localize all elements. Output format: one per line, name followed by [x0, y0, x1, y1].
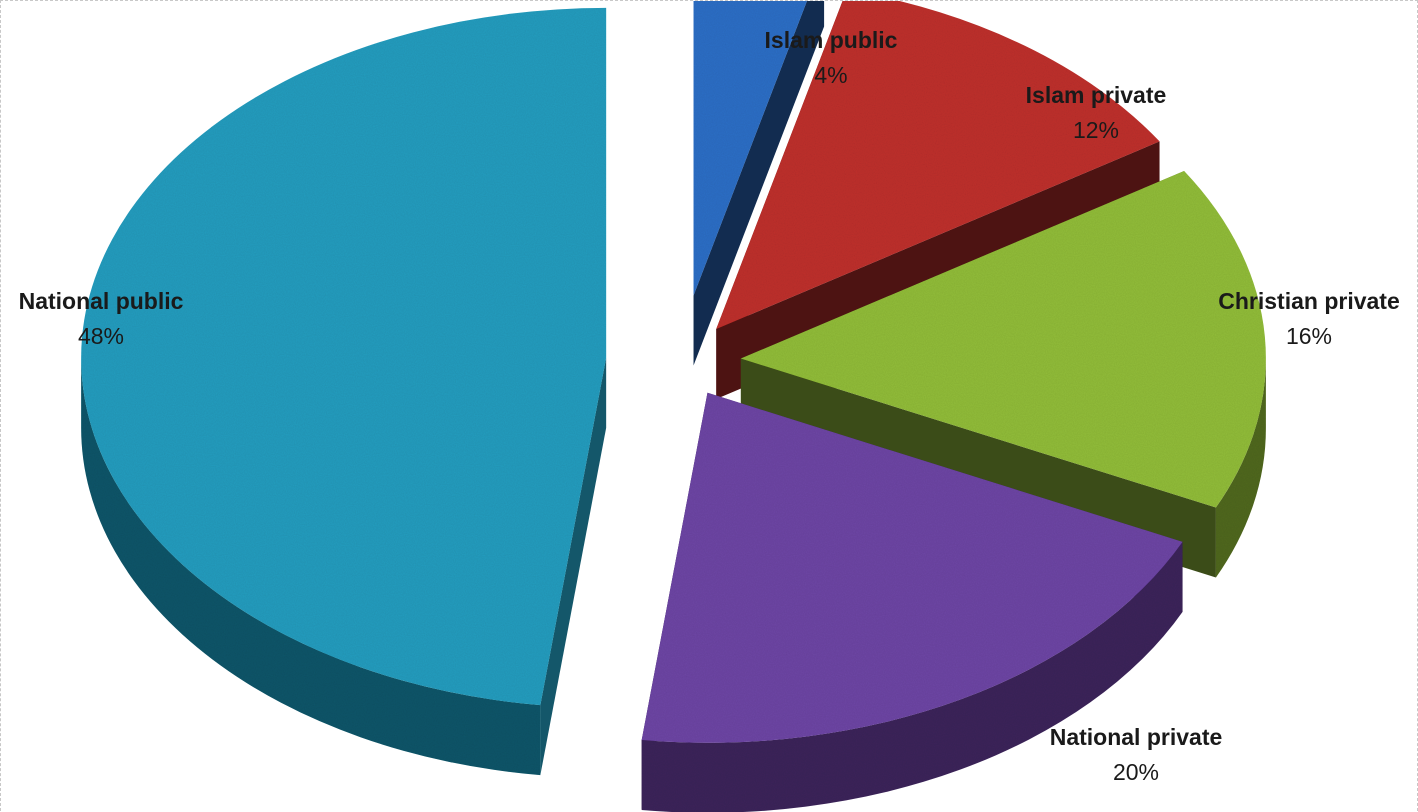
pie-slice-islam-public: [693, 1, 825, 366]
pie-slice-rim: [641, 541, 1183, 812]
pie-slice-top: [641, 392, 1183, 743]
pie-slice-rim: [81, 357, 541, 776]
slice-label-national-private: National private: [1050, 724, 1223, 750]
pie-slice-wall: [540, 357, 607, 776]
pie-slice-top: [716, 1, 1160, 329]
pie-slice-national-public: [81, 7, 607, 776]
pie-slice-top: [693, 1, 807, 296]
pie-labels: Islam public 4% Islam private 12% Christian …: [19, 27, 1400, 785]
slice-label-islam-public: Islam public: [765, 27, 898, 53]
pie-slice-wall: [693, 1, 825, 366]
slice-label-national-public: National public: [19, 288, 184, 314]
slice-value-national-private: 20%: [1113, 759, 1159, 785]
slice-label-islam-private: Islam private: [1026, 82, 1167, 108]
slice-value-islam-public: 4%: [814, 62, 847, 88]
pie-slices: [81, 1, 1266, 812]
pie-slice-top: [81, 7, 607, 706]
pie-slice-national-private: [641, 392, 1183, 812]
slice-value-christian-private: 16%: [1286, 323, 1332, 349]
slice-value-national-public: 48%: [78, 323, 124, 349]
pie-slice-rim: [1215, 358, 1266, 578]
slice-value-islam-private: 12%: [1073, 117, 1119, 143]
pie-slice-top: [740, 170, 1266, 508]
slice-label-christian-private: Christian private: [1218, 288, 1400, 314]
